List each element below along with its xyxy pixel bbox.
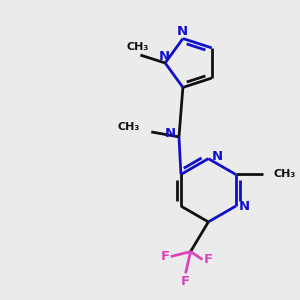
Text: CH₃: CH₃ bbox=[126, 42, 148, 52]
Text: CH₃: CH₃ bbox=[273, 169, 296, 179]
Text: F: F bbox=[204, 253, 213, 266]
Text: CH₃: CH₃ bbox=[117, 122, 140, 132]
Text: F: F bbox=[160, 250, 170, 263]
Text: N: N bbox=[239, 200, 250, 213]
Text: N: N bbox=[164, 128, 175, 140]
Text: N: N bbox=[159, 50, 170, 63]
Text: N: N bbox=[212, 150, 223, 163]
Text: F: F bbox=[181, 275, 190, 288]
Text: N: N bbox=[176, 25, 188, 38]
